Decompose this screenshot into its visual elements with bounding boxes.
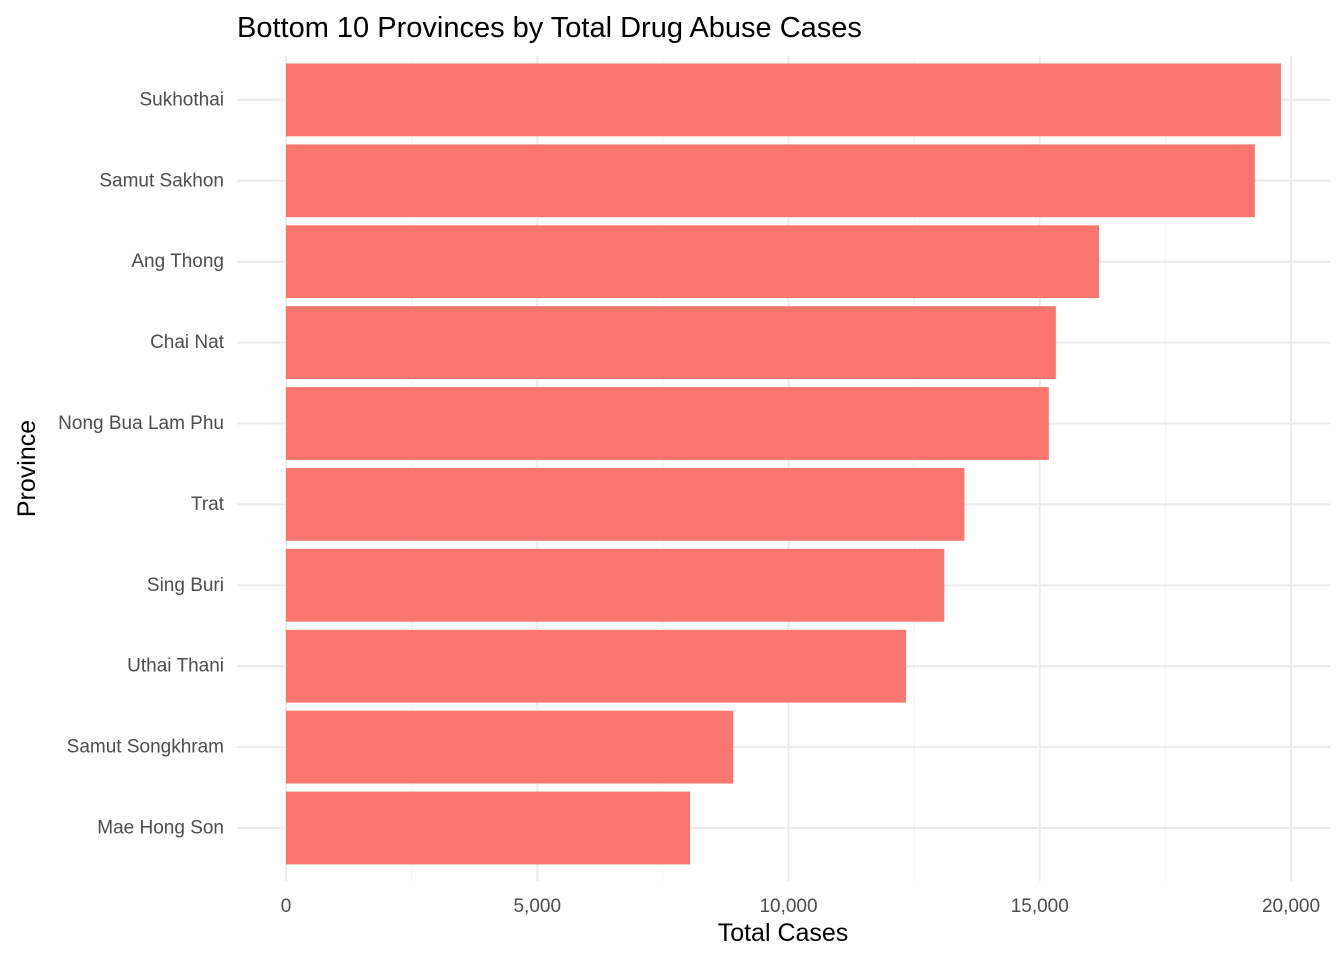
tick-labels: Sukhothai Samut Sakhon Ang Thong Chai Nat No… xyxy=(58,89,1320,917)
bar-mae-hong-son xyxy=(286,791,691,865)
x-tick-label: 5,000 xyxy=(513,896,561,917)
bars xyxy=(286,63,1281,865)
y-tick-label: Samut Songkhram xyxy=(67,737,224,758)
y-tick-label: Chai Nat xyxy=(150,332,225,353)
bar-nong-bua-lam-phu xyxy=(286,387,1049,460)
bar-chai-nat xyxy=(286,306,1056,379)
bar-uthai-thani xyxy=(286,629,907,703)
x-axis-title: Total Cases xyxy=(718,919,849,947)
y-tick-label: Nong Bua Lam Phu xyxy=(58,413,224,434)
bar-trat xyxy=(286,468,965,541)
bar-samut-sakhon xyxy=(286,144,1255,218)
x-tick-label: 20,000 xyxy=(1262,896,1320,917)
y-tick-label: Samut Sakhon xyxy=(99,170,224,191)
bar-ang-thong xyxy=(286,225,1100,299)
x-tick-label: 15,000 xyxy=(1011,896,1069,917)
y-tick-label: Sukhothai xyxy=(139,89,224,110)
x-tick-label: 10,000 xyxy=(759,896,817,917)
bar-sing-buri xyxy=(286,548,945,622)
y-tick-label: Sing Buri xyxy=(147,575,224,596)
y-tick-label: Mae Hong Son xyxy=(97,818,224,839)
y-tick-label: Uthai Thani xyxy=(127,656,224,677)
y-tick-label: Trat xyxy=(191,494,225,515)
y-tick-label: Ang Thong xyxy=(131,251,224,272)
bar-samut-songkhram xyxy=(286,710,734,784)
chart-title: Bottom 10 Provinces by Total Drug Abuse … xyxy=(237,12,862,44)
bar-sukhothai xyxy=(286,63,1281,137)
y-axis-title: Province xyxy=(13,420,41,517)
x-tick-label: 0 xyxy=(281,896,292,917)
